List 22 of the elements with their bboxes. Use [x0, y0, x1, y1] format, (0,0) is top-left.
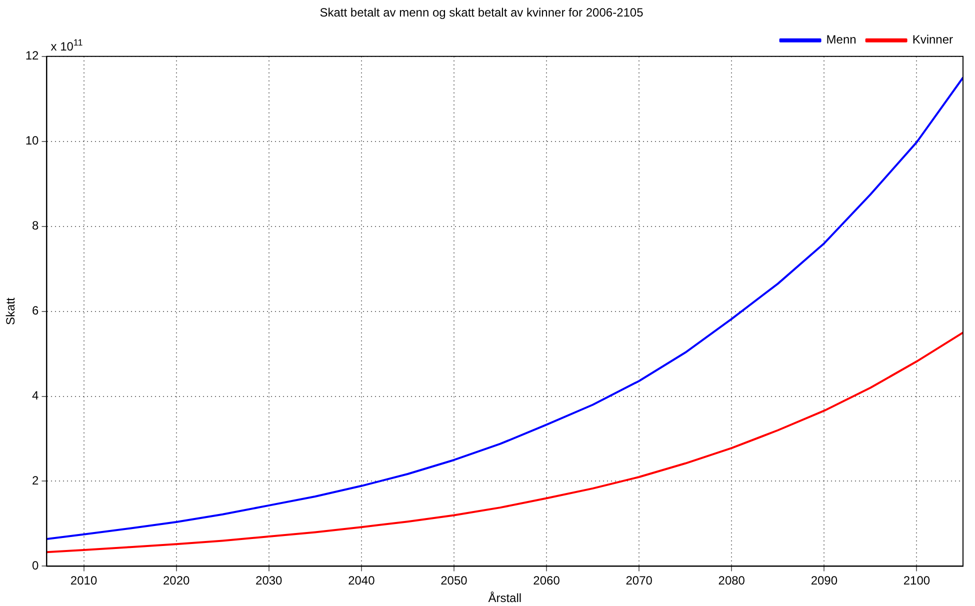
x-tick-label: 2060: [533, 574, 560, 588]
y-tick-label: 10: [25, 134, 40, 148]
x-tick-label: 2010: [70, 574, 98, 588]
y-tick-label: 4: [32, 388, 40, 403]
x-tick-label: 2090: [810, 574, 838, 588]
x-axis-title: Årstall: [488, 591, 522, 606]
x-tick-label: 2050: [440, 574, 468, 588]
y-axis-title: Skatt: [4, 296, 18, 325]
legend-label: Menn: [826, 32, 856, 47]
y-tick-label: 8: [32, 218, 40, 233]
y-tick-label: 6: [32, 304, 40, 318]
y-tick-label: 12: [25, 48, 40, 63]
y-tick-label: 0: [32, 558, 40, 573]
x-tick-label: 2040: [348, 574, 376, 588]
x-tick-label: 2100: [903, 574, 930, 588]
legend-label: Kvinner: [912, 32, 954, 47]
x-tick-label: 2020: [162, 574, 190, 588]
x-tick-label: 2030: [256, 574, 283, 588]
chart-title: Skatt betalt av menn og skatt betalt av kvinner for 2006-2105: [320, 6, 644, 20]
x-tick-label: 2070: [626, 574, 653, 588]
x-tick-label: 2080: [718, 574, 746, 588]
y-tick-label: 2: [32, 474, 40, 488]
